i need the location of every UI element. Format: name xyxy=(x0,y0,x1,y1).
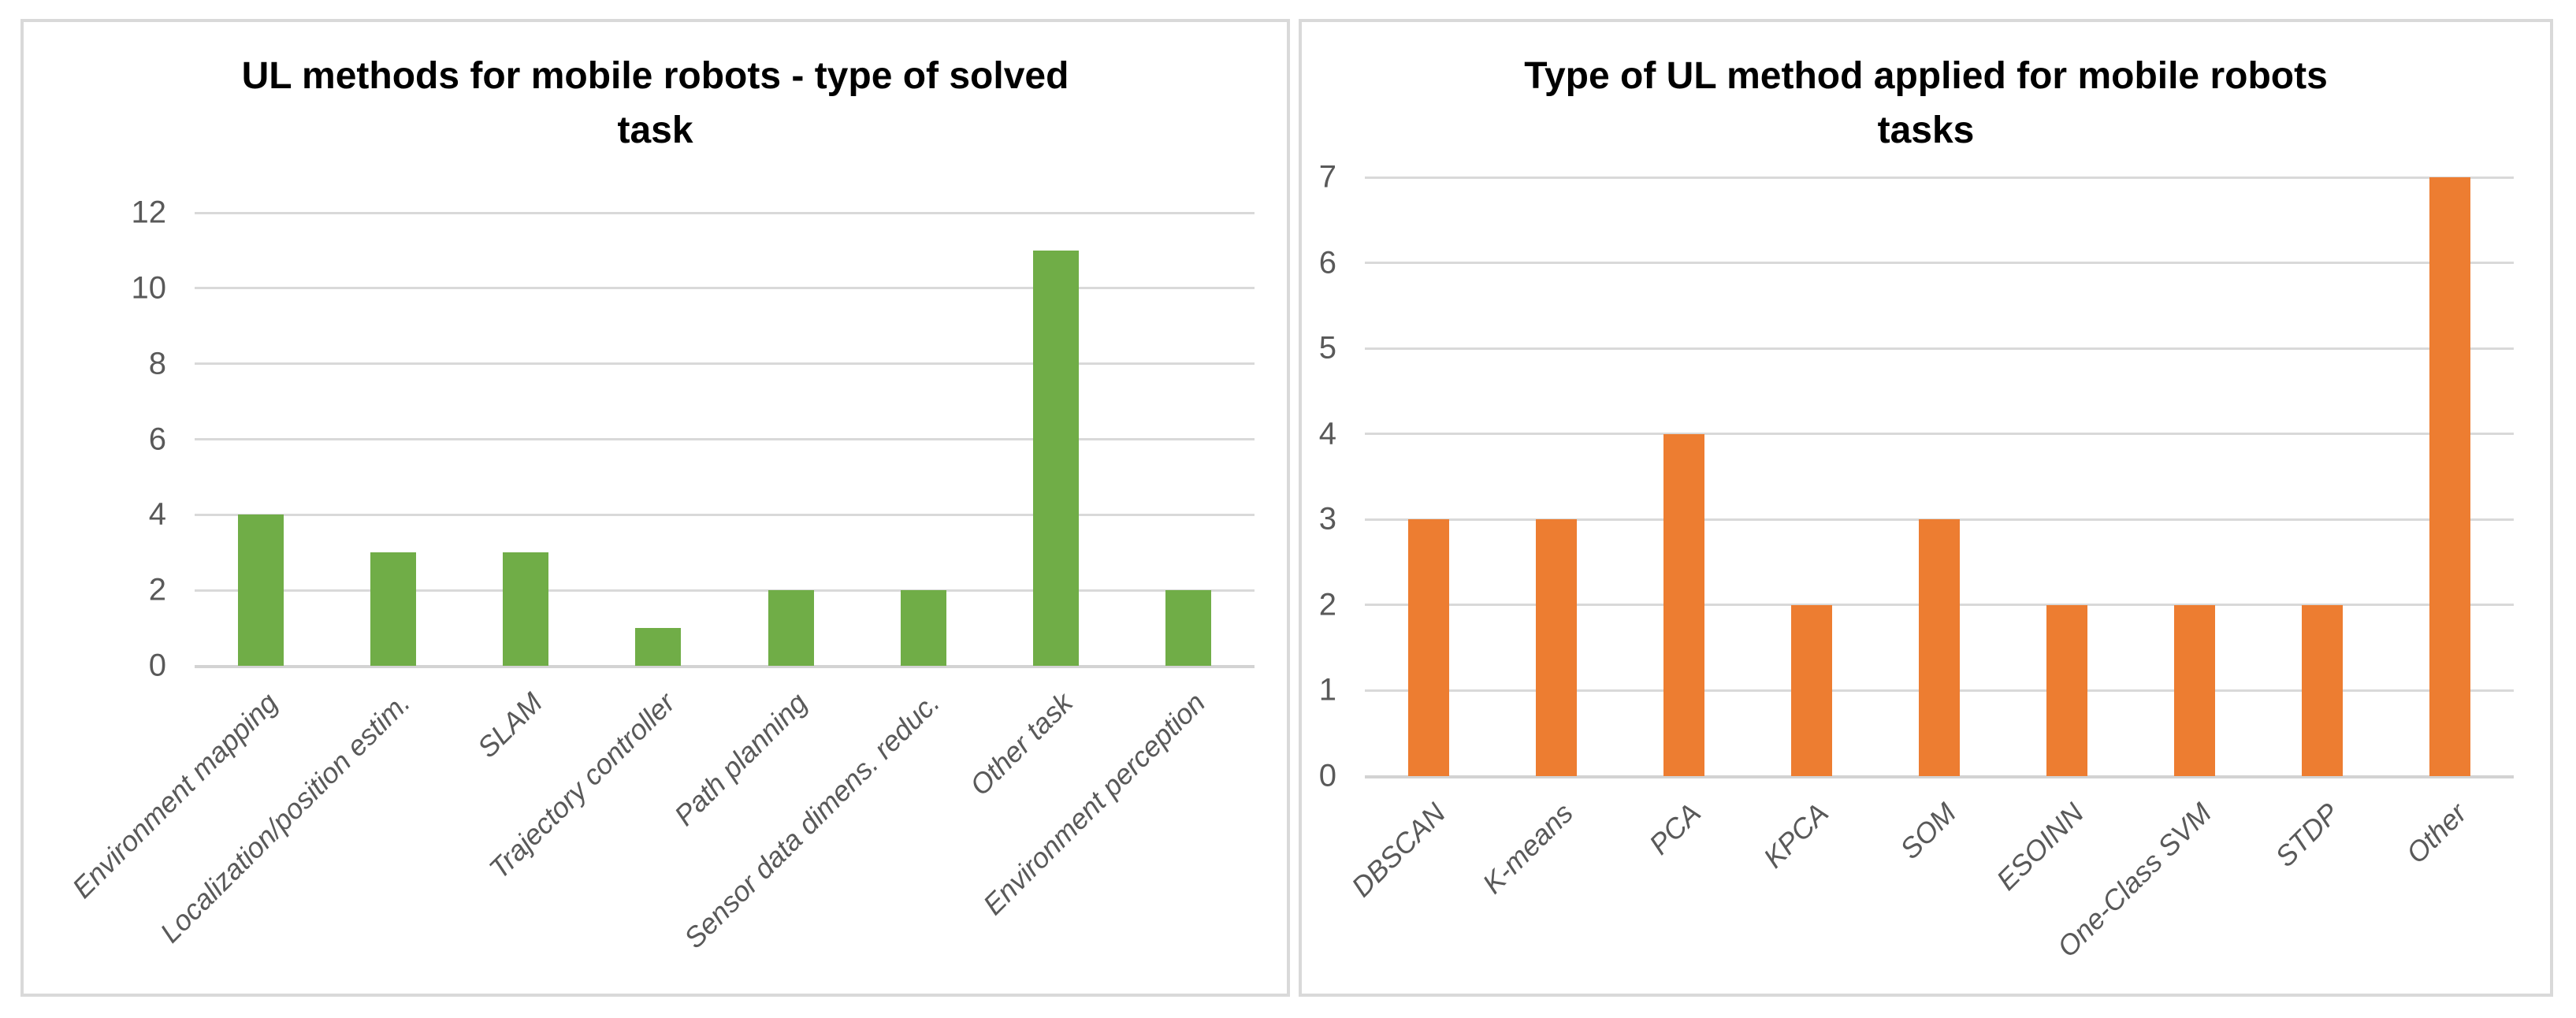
bar-K-means xyxy=(1536,519,1577,776)
x-category-label-ESOINN: ESOINN xyxy=(1990,797,2090,897)
chart-title-line-2: task xyxy=(617,110,693,151)
chart-title-line-1: Type of UL method applied for mobile rob… xyxy=(1524,55,2328,97)
bar-Sensor data dimens. reduc. xyxy=(900,590,946,666)
gridline-6 xyxy=(1365,262,2514,265)
y-tick-label-2: 2 xyxy=(1318,587,1336,622)
bar-PCA xyxy=(1663,433,1704,776)
y-tick-label-0: 0 xyxy=(1318,758,1336,793)
y-tick-label-8: 8 xyxy=(148,346,166,381)
bar-Path planning xyxy=(768,590,814,666)
bar-Environment perception xyxy=(1165,590,1211,666)
y-tick-label-6: 6 xyxy=(1318,245,1336,281)
bar-Environment mapping xyxy=(238,515,284,666)
y-tick-label-7: 7 xyxy=(1318,159,1336,195)
y-tick-label-2: 2 xyxy=(148,572,166,607)
bar-Localization/position estim. xyxy=(370,552,417,666)
y-tick-label-4: 4 xyxy=(1318,416,1336,451)
gridline-4 xyxy=(195,513,1255,516)
y-tick-label-4: 4 xyxy=(148,496,166,532)
gridline-4 xyxy=(1365,433,2514,436)
x-category-label-Environment perception: Environment perception xyxy=(976,686,1211,921)
y-tick-label-1: 1 xyxy=(1318,672,1336,708)
x-category-label-K-means: K-means xyxy=(1476,797,1579,900)
chart-title-line-1: UL methods for mobile robots - type of s… xyxy=(241,55,1069,97)
gridline-3 xyxy=(1365,518,2514,521)
gridline-10 xyxy=(195,287,1255,290)
bar-Other task xyxy=(1032,250,1079,666)
x-category-label-Sensor data dimens. reduc.: Sensor data dimens. reduc. xyxy=(678,686,946,955)
gridline-6 xyxy=(195,438,1255,440)
bar-SOM xyxy=(1919,519,1960,776)
bar-Other xyxy=(2429,177,2470,776)
chart-title-tasks: UL methods for mobile robots - type of s… xyxy=(24,49,1287,158)
x-category-label-STDP: STDP xyxy=(2269,797,2345,873)
chart-panel-methods: Type of UL method applied for mobile rob… xyxy=(1299,19,2553,997)
chart-title-line-2: tasks xyxy=(1877,110,1975,151)
plot-area-methods: 0 1 2 3 4 5 6 7 DBSCAN K-means PCA KPCA SOM ESOINN One… xyxy=(1319,160,2514,963)
gridline-7 xyxy=(1365,176,2514,179)
y-tick-label-10: 10 xyxy=(131,270,167,306)
x-category-label-KPCA: KPCA xyxy=(1756,797,1834,875)
gridline-5 xyxy=(1365,347,2514,350)
y-tick-label-0: 0 xyxy=(148,648,166,683)
bar-SLAM xyxy=(503,552,549,666)
x-category-label-Path planning: Path planning xyxy=(667,686,814,832)
bar-KPCA xyxy=(1791,604,1832,776)
bar-One-Class SVM xyxy=(2174,604,2215,776)
gridline-2 xyxy=(195,589,1255,592)
y-tick-label-12: 12 xyxy=(131,195,167,230)
chart-panel-tasks: UL methods for mobile robots - type of s… xyxy=(20,19,1290,997)
bar-ESOINN xyxy=(2046,604,2087,776)
gridline-0 xyxy=(1365,775,2514,778)
gridline-0 xyxy=(195,664,1255,668)
chart-title-methods: Type of UL method applied for mobile rob… xyxy=(1302,49,2550,158)
x-category-label-Localization/position estim.: Localization/position estim. xyxy=(153,686,417,949)
bar-Trajectory controller xyxy=(635,628,682,666)
x-category-label-Other task: Other task xyxy=(963,686,1079,802)
x-category-label-SOM: SOM xyxy=(1894,797,1962,865)
x-category-label-PCA: PCA xyxy=(1642,797,1707,861)
y-tick-label-6: 6 xyxy=(148,422,166,456)
plot-area-tasks: 0 2 4 6 8 10 12 Environment mapping Localization… xyxy=(65,195,1255,954)
gridline-12 xyxy=(195,211,1255,214)
gridline-8 xyxy=(195,362,1255,366)
x-category-label-SLAM: SLAM xyxy=(470,686,549,764)
y-tick-label-3: 3 xyxy=(1318,501,1336,537)
y-tick-label-5: 5 xyxy=(1318,330,1336,366)
bar-STDP xyxy=(2302,604,2343,776)
x-category-label-Other: Other xyxy=(2399,797,2473,870)
x-category-label-DBSCAN: DBSCAN xyxy=(1344,797,1452,904)
bar-DBSCAN xyxy=(1408,519,1449,776)
